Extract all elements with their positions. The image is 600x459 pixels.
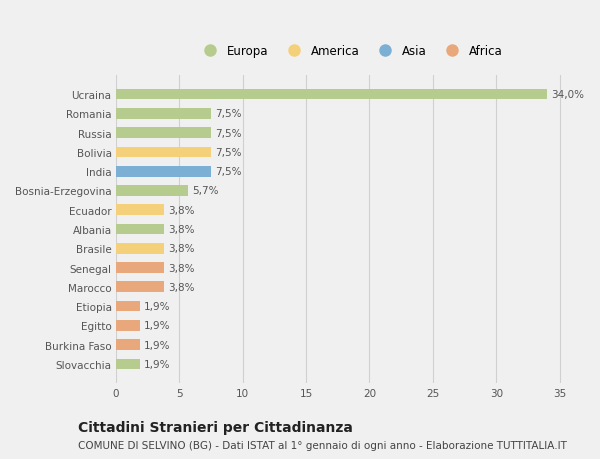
Text: 34,0%: 34,0% xyxy=(551,90,584,100)
Text: 3,8%: 3,8% xyxy=(168,244,194,254)
Bar xyxy=(116,205,164,216)
Bar xyxy=(116,147,211,158)
Text: 3,8%: 3,8% xyxy=(168,205,194,215)
Bar xyxy=(116,224,164,235)
Bar xyxy=(116,340,140,350)
Text: 3,8%: 3,8% xyxy=(168,224,194,235)
Bar xyxy=(116,263,164,273)
Text: COMUNE DI SELVINO (BG) - Dati ISTAT al 1° gennaio di ogni anno - Elaborazione TU: COMUNE DI SELVINO (BG) - Dati ISTAT al 1… xyxy=(78,440,567,450)
Text: 1,9%: 1,9% xyxy=(143,359,170,369)
Text: 7,5%: 7,5% xyxy=(215,109,241,119)
Bar xyxy=(116,90,547,100)
Bar xyxy=(116,359,140,369)
Text: 7,5%: 7,5% xyxy=(215,129,241,138)
Bar xyxy=(116,320,140,331)
Legend: Europa, America, Asia, Africa: Europa, America, Asia, Africa xyxy=(194,42,506,62)
Bar xyxy=(116,167,211,177)
Text: 5,7%: 5,7% xyxy=(192,186,218,196)
Text: 1,9%: 1,9% xyxy=(143,320,170,330)
Text: Cittadini Stranieri per Cittadinanza: Cittadini Stranieri per Cittadinanza xyxy=(78,420,353,434)
Bar xyxy=(116,243,164,254)
Text: 1,9%: 1,9% xyxy=(143,340,170,350)
Text: 3,8%: 3,8% xyxy=(168,263,194,273)
Bar xyxy=(116,282,164,292)
Bar xyxy=(116,301,140,312)
Text: 1,9%: 1,9% xyxy=(143,302,170,311)
Bar xyxy=(116,186,188,196)
Bar xyxy=(116,109,211,119)
Text: 7,5%: 7,5% xyxy=(215,148,241,157)
Text: 7,5%: 7,5% xyxy=(215,167,241,177)
Text: 3,8%: 3,8% xyxy=(168,282,194,292)
Bar xyxy=(116,128,211,139)
